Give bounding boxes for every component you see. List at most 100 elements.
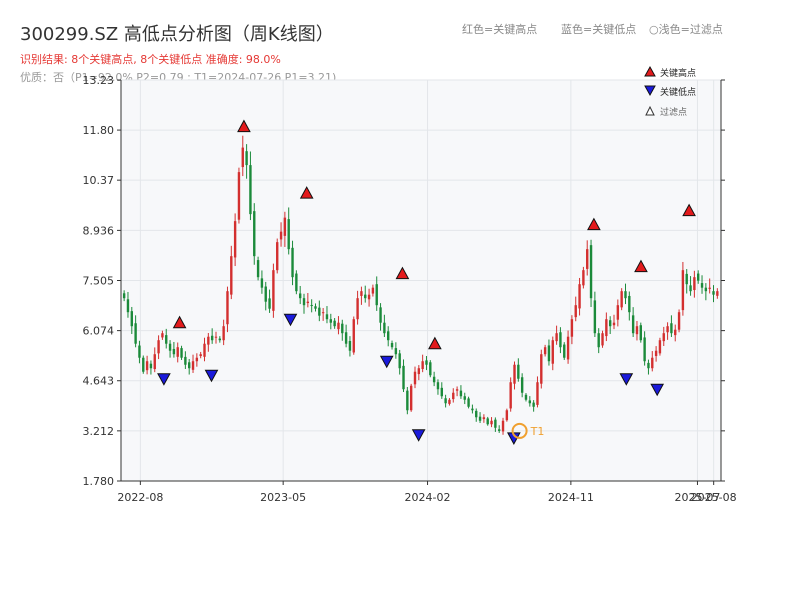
candle-body	[394, 348, 398, 355]
candle-body	[494, 419, 497, 428]
candle-body	[429, 362, 432, 376]
candle-body	[662, 333, 665, 342]
candle-body	[677, 312, 681, 330]
candle-body	[214, 336, 218, 338]
circle-icon: ○	[649, 23, 659, 36]
x-tick-label: 2025-08	[691, 491, 737, 504]
key-low-marker	[204, 369, 219, 383]
candle-body	[207, 336, 210, 345]
candle-body	[639, 325, 642, 341]
candle-body	[298, 293, 302, 299]
candle-body	[122, 293, 126, 299]
candle-body	[475, 410, 478, 418]
candle-body	[276, 242, 279, 271]
candle-body	[425, 360, 428, 365]
candle-body	[279, 231, 283, 240]
candle-body	[295, 273, 298, 292]
candle-body	[536, 382, 539, 405]
candle-body	[195, 357, 199, 362]
y-tick-label: 1.780	[83, 475, 115, 488]
candle-body	[712, 291, 715, 295]
candle-body	[513, 364, 516, 384]
candle-body	[379, 307, 382, 323]
candle-body	[325, 314, 329, 320]
candle-body	[547, 345, 551, 362]
candle-body	[616, 305, 620, 320]
candle-body	[161, 333, 164, 338]
candle-body	[306, 301, 310, 304]
y-tick-label: 4.643	[83, 375, 115, 388]
candle-body	[674, 329, 677, 336]
candle-body	[302, 298, 306, 306]
candle-body	[455, 389, 459, 391]
candle-body	[509, 382, 512, 409]
candle-body	[260, 278, 264, 288]
candle-body	[459, 390, 463, 397]
candle-body	[283, 217, 287, 236]
candle-body	[471, 408, 474, 411]
candle-body	[593, 300, 597, 334]
candle-body	[635, 326, 639, 335]
candle-body	[402, 365, 405, 390]
legend-note-blue: 蓝色=关键低点	[561, 23, 637, 36]
key-high-marker	[299, 186, 314, 199]
candle-body	[601, 333, 604, 346]
candle-body	[233, 221, 237, 258]
candle-body	[241, 147, 244, 168]
candle-body	[226, 291, 229, 325]
candle-body	[700, 283, 704, 288]
candle-body	[157, 340, 160, 354]
candle-body	[187, 362, 191, 369]
candle-body	[237, 172, 241, 220]
candle-body	[559, 332, 562, 348]
candle-body	[574, 305, 577, 318]
candle-body	[628, 295, 631, 313]
legend-note-light: ○浅色=过滤点	[649, 23, 723, 36]
candle-body	[505, 410, 509, 421]
candle-body	[329, 319, 333, 323]
key-low-marker	[650, 383, 665, 397]
candle-body	[432, 376, 436, 383]
x-tick-label: 2022-08	[117, 491, 163, 504]
candle-body	[520, 377, 524, 393]
candle-body	[631, 315, 635, 334]
y-tick-label: 8.936	[83, 224, 115, 237]
candle-body	[689, 285, 692, 292]
candle-body	[654, 350, 658, 357]
candle-body	[256, 260, 260, 278]
candle-body	[421, 361, 424, 370]
candle-body	[184, 356, 187, 365]
candle-body	[551, 340, 554, 364]
candle-body	[398, 353, 401, 369]
candle-body	[651, 357, 654, 369]
candle-body	[341, 323, 344, 334]
candle-body	[517, 364, 520, 379]
candle-body	[685, 273, 688, 285]
key-high-marker	[395, 266, 410, 280]
candle-body	[218, 338, 222, 341]
candle-body	[578, 284, 581, 309]
candle-body	[467, 398, 470, 407]
candle-body	[149, 363, 153, 369]
candle-body	[272, 270, 275, 311]
candle-body	[555, 333, 558, 342]
candle-body	[597, 333, 600, 348]
candle-body	[364, 294, 367, 299]
candle-body	[582, 270, 585, 286]
candle-body	[532, 402, 535, 407]
key-low-marker	[283, 313, 298, 327]
candle-body	[371, 287, 375, 294]
recognition-result: 识别结果: 8个关键高点, 8个关键低点 准确度: 98.0%	[20, 53, 281, 66]
candle-body	[172, 348, 176, 355]
candle-body	[417, 368, 421, 375]
candle-body	[620, 291, 623, 308]
candle-body	[486, 418, 489, 425]
candle-body	[436, 382, 440, 390]
t1-label: T1	[530, 425, 545, 438]
candle-body	[180, 348, 183, 358]
candle-body	[314, 306, 317, 309]
candle-body	[356, 298, 359, 320]
x-tick-label: 2025-07	[674, 491, 720, 504]
t1-marker	[511, 422, 528, 439]
